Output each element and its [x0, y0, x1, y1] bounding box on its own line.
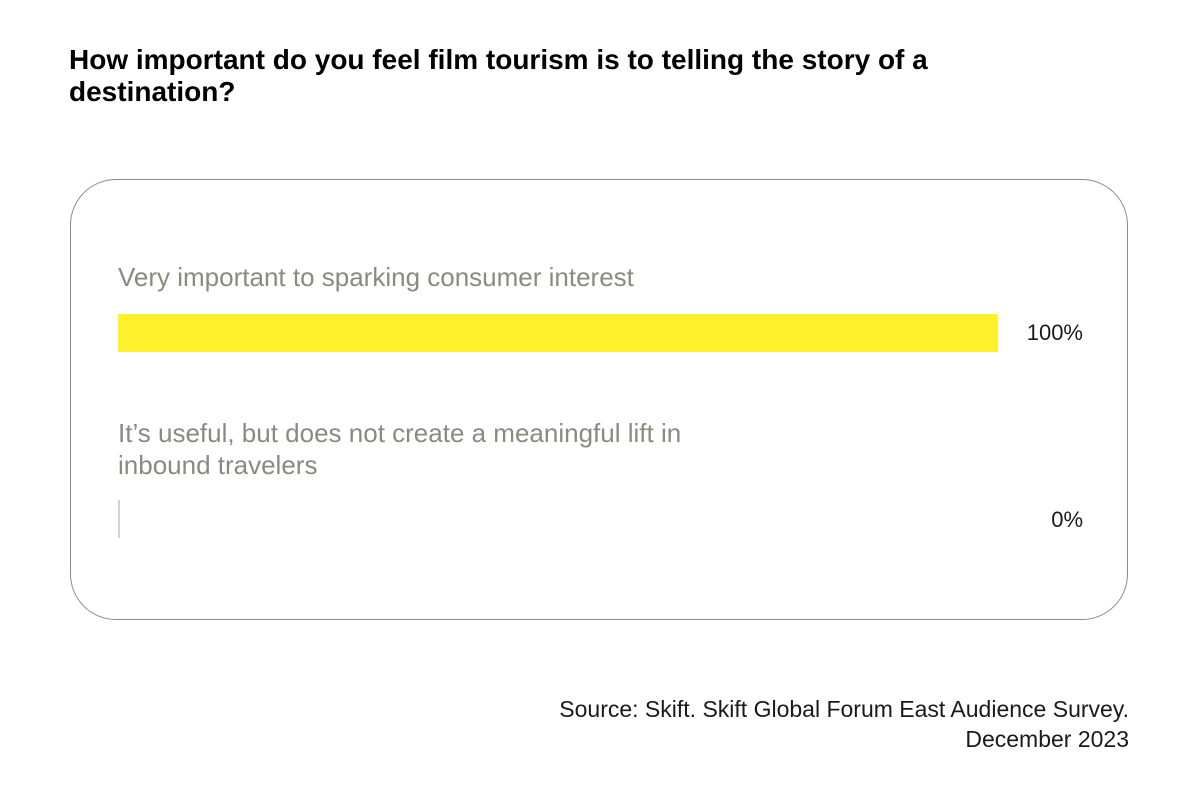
source-note: Source: Skift. Skift Global Forum East A…	[559, 694, 1129, 754]
value-label-very-important: 100%	[1026, 320, 1083, 345]
bar-track-very-important	[118, 314, 998, 352]
bar-track-useful	[118, 500, 998, 538]
bar-label-useful: It’s useful, but does not create a meani…	[118, 418, 682, 480]
source-line-1: Source: Skift. Skift Global Forum East A…	[559, 696, 1129, 722]
bar-label-very-important: Very important to sparking consumer inte…	[118, 262, 634, 292]
source-line-2: December 2023	[965, 726, 1129, 752]
value-label-useful: 0%	[1051, 507, 1083, 532]
chart-title: How important do you feel film tourism i…	[69, 44, 928, 107]
bar-very-important	[118, 314, 998, 352]
zero-tick-useful	[118, 500, 120, 538]
chart-card: Very important to sparking consumer inte…	[70, 179, 1128, 620]
